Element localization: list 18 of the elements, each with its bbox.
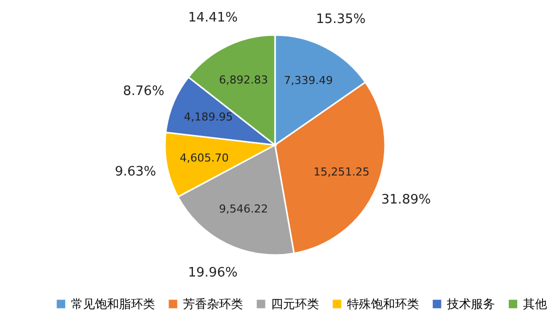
legend-label: 四元环类 [271,297,319,311]
data-label: 6,892.83 [219,73,268,86]
data-label: 4,605.70 [180,151,229,164]
data-label: 4,189.95 [184,110,233,124]
text: 19.96% [188,266,238,281]
text: 31.89% [381,192,431,208]
text: 8.76% [123,84,164,100]
data-label: 15,251.25 [313,166,370,179]
data-label: 9,546.22 [218,202,268,216]
legend-label: 其他 [523,297,547,311]
legend-label: 芳香杂环类 [183,297,243,311]
legend-label: 技术服务 [446,297,495,311]
text: 14.41% [188,10,238,26]
legend-label: 常见饱和脂环类 [71,297,155,311]
text: 9.63% [114,164,156,180]
legend-label: 特殊饱和环类 [347,297,419,311]
text: 15.35% [316,12,366,28]
data-label: 7,339.49 [284,74,333,88]
